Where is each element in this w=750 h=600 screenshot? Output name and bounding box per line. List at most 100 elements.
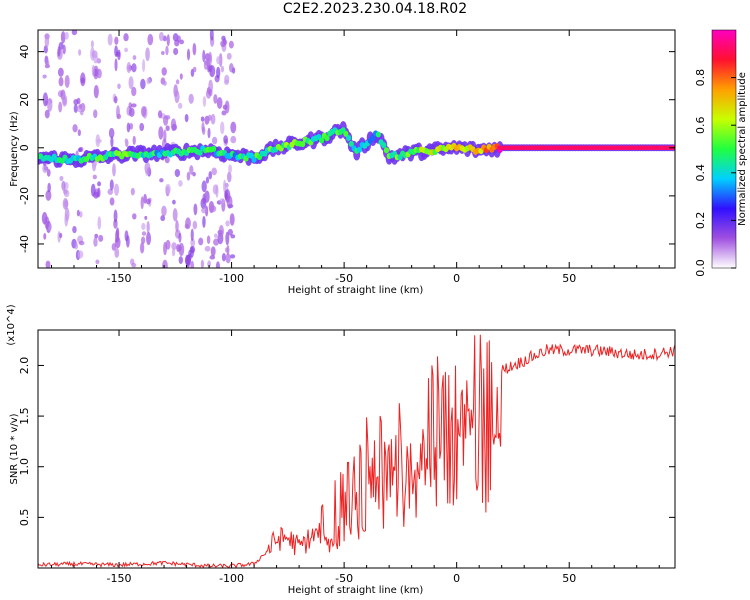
noise-speck [116, 113, 122, 120]
colorbar-tick-label: 0.8 [694, 69, 707, 87]
noise-speck [192, 171, 196, 177]
noise-speck [184, 223, 189, 229]
noise-speck [96, 68, 102, 79]
noise-speck [178, 242, 185, 257]
noise-speck [161, 205, 167, 217]
trace-point [210, 145, 217, 152]
noise-speck [93, 191, 99, 199]
noise-speck [130, 103, 137, 108]
noise-speck [202, 49, 206, 63]
noise-speck [225, 220, 230, 227]
noise-speck [64, 31, 69, 40]
noise-speck [159, 178, 164, 183]
noise-speck [230, 121, 237, 134]
colorbar-gradient [711, 29, 737, 269]
noise-speck [139, 122, 145, 132]
noise-speck [64, 74, 70, 88]
noise-speck [97, 216, 102, 230]
noise-speck [140, 196, 144, 210]
noise-speck [220, 121, 225, 135]
noise-speck [228, 164, 233, 174]
noise-speck [113, 96, 118, 104]
spectrogram-x-tick-label: -100 [219, 272, 244, 285]
noise-speck [200, 259, 205, 268]
noise-speck [72, 124, 78, 133]
spectrogram-y-tick-label: -20 [18, 187, 31, 205]
noise-speck [61, 94, 68, 107]
colorbar-tick-label: 0.6 [694, 116, 707, 134]
noise-speck [77, 129, 81, 137]
noise-speck [110, 136, 114, 148]
trace-point [248, 152, 254, 159]
snr-frame [37, 329, 676, 569]
noise-speck [190, 260, 195, 268]
trace-point [381, 142, 387, 149]
noise-speck [46, 168, 51, 177]
noise-speck [170, 118, 177, 132]
noise-speck [229, 63, 234, 73]
noise-speck [218, 225, 224, 238]
noise-speck [216, 97, 223, 109]
noise-speck [190, 228, 194, 241]
noise-speck [227, 171, 232, 183]
snr-data [38, 334, 675, 568]
noise-speck [202, 126, 206, 135]
snr-series-line [38, 334, 675, 568]
noise-speck [111, 243, 116, 251]
noise-speck [132, 135, 136, 145]
noise-speck [114, 36, 119, 45]
noise-speck [226, 195, 233, 209]
noise-speck [210, 205, 217, 213]
noise-speck [219, 198, 225, 205]
noise-speck [80, 77, 85, 84]
noise-speck [165, 183, 171, 195]
trace-point [346, 134, 352, 141]
noise-speck [174, 169, 181, 178]
snr-y-tick-label: 1.0 [18, 458, 31, 476]
snr-x-tick-label: 0 [453, 572, 460, 585]
noise-speck [178, 232, 182, 243]
trace-point [356, 146, 363, 153]
noise-speck [91, 64, 95, 77]
noise-speck [211, 136, 218, 145]
trace-point [383, 147, 390, 154]
snr-plot-area [38, 330, 675, 568]
noise-speck [93, 109, 98, 119]
noise-speck [157, 110, 163, 119]
noise-speck [189, 165, 194, 175]
noise-speck [124, 138, 128, 144]
noise-speck [216, 56, 221, 65]
noise-speck [44, 34, 50, 48]
noise-speck [96, 138, 102, 144]
noise-speck [98, 234, 104, 242]
noise-speck [179, 73, 183, 80]
noise-speck [140, 78, 146, 90]
noise-speck [131, 262, 137, 268]
spectrogram-x-tick-label: 0 [453, 272, 460, 285]
noise-speck [73, 98, 79, 106]
noise-speck [193, 203, 198, 216]
noise-speck [186, 171, 191, 181]
trace-point [343, 130, 349, 137]
noise-speck [173, 47, 179, 56]
noise-speck [124, 47, 129, 53]
noise-speck [114, 58, 118, 72]
noise-speck [145, 198, 151, 205]
colorbar-tick-label: 0.0 [694, 259, 707, 277]
noise-speck [123, 33, 129, 42]
noise-speck [192, 66, 197, 73]
trace-point [319, 137, 325, 144]
noise-speck [225, 253, 231, 264]
noise-speck [42, 164, 48, 173]
trace-point [370, 135, 376, 142]
noise-speck [93, 55, 99, 64]
trace-point [324, 135, 330, 142]
noise-speck [192, 42, 197, 56]
noise-speck [117, 83, 121, 90]
noise-speck [226, 244, 230, 255]
noise-speck [163, 129, 167, 143]
noise-speck [204, 245, 211, 252]
noise-speck [230, 234, 236, 239]
noise-speck [184, 255, 191, 266]
